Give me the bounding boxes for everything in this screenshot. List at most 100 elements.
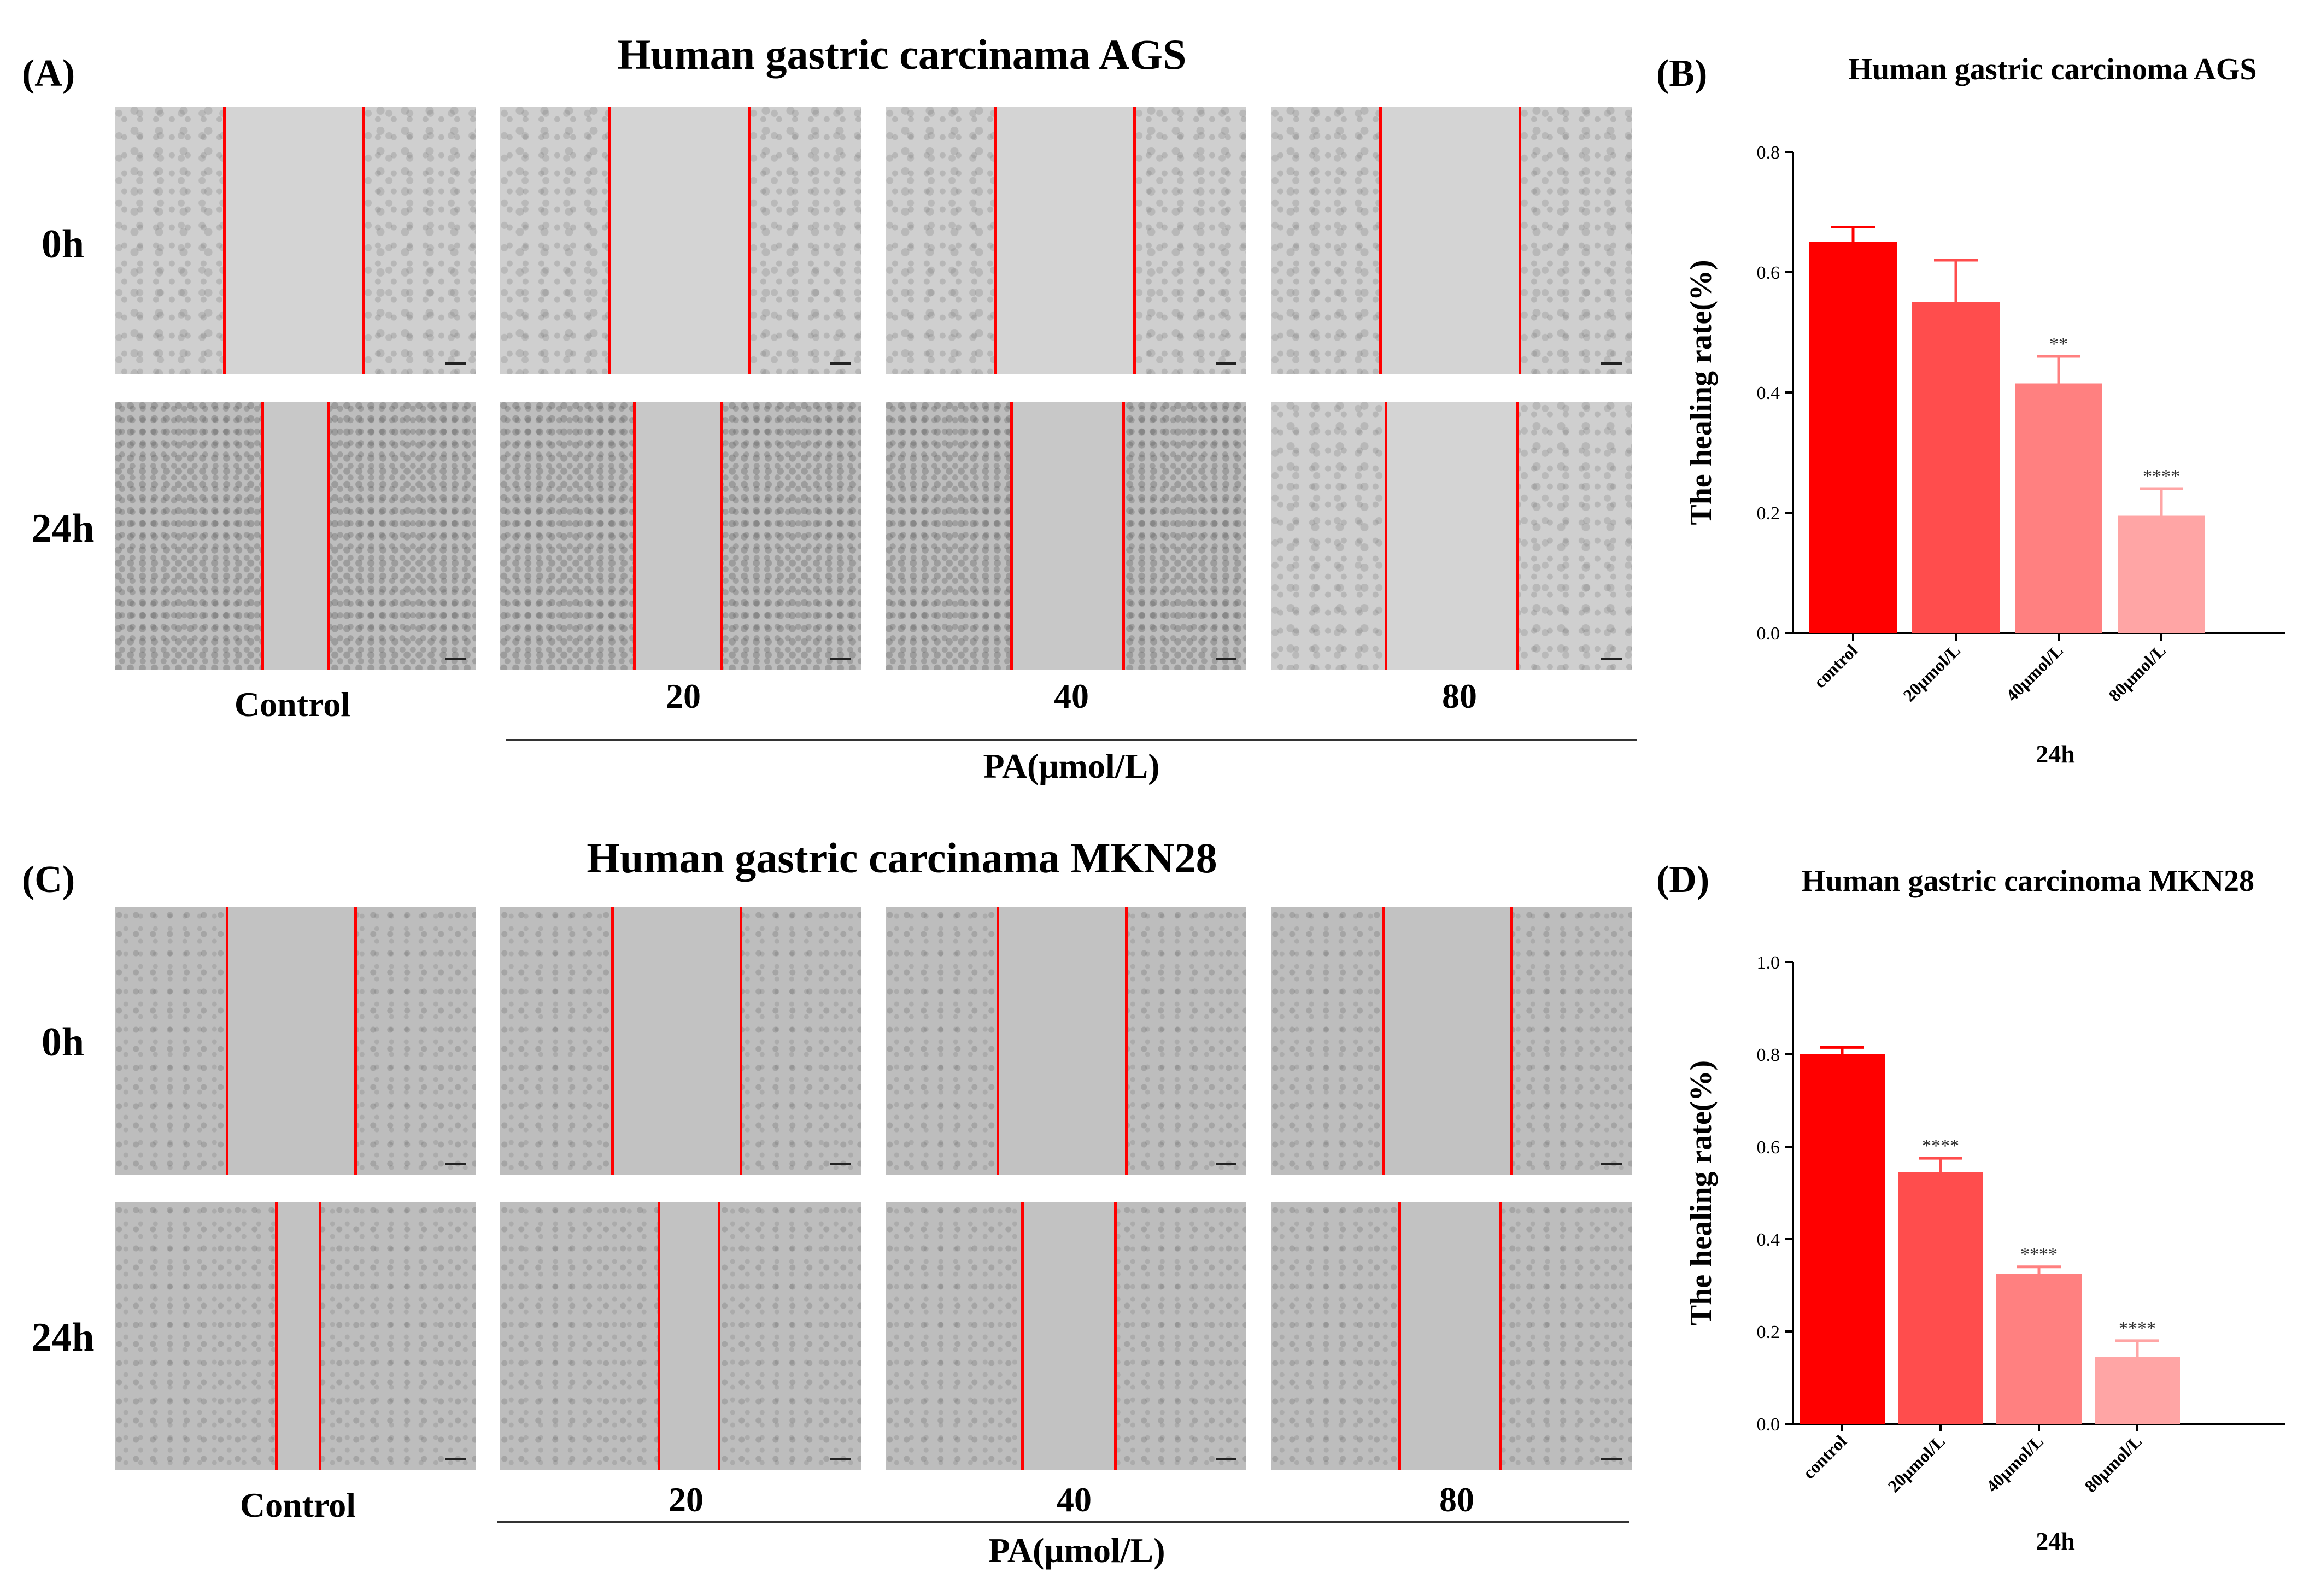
scale-bar (830, 1458, 851, 1460)
scratch-edge-line (1385, 402, 1387, 670)
scale-bar (445, 658, 466, 660)
x-tick-label: 40μmol/L (2002, 640, 2067, 705)
scratch-gap (276, 1202, 320, 1470)
ags-micrograph-2 (886, 107, 1246, 374)
scratch-edge-line (994, 107, 997, 374)
x-axis-label: 24h (2036, 1527, 2075, 1555)
y-tick-label: 0.8 (1757, 1045, 1780, 1065)
mkn28-micrograph-7 (1271, 1202, 1632, 1470)
scratch-gap (224, 107, 364, 374)
x-axis-label: 24h (2036, 740, 2075, 768)
scratch-edge-line (718, 1202, 720, 1470)
significance-2: ** (2049, 334, 2068, 354)
bar-1 (1898, 1172, 1983, 1424)
panel-a-title: Human gastric carcinama AGS (617, 31, 1187, 78)
scratch-edge-line (740, 907, 742, 1175)
scratch-gap (998, 907, 1126, 1175)
panel-c-col-control: Control (239, 1486, 356, 1524)
scale-bar (1216, 1458, 1236, 1460)
y-tick-label: 0.2 (1757, 1322, 1780, 1342)
scale-bar (445, 1163, 466, 1165)
scratch-edge-line (1114, 1202, 1117, 1470)
scratch-edge-line (1398, 1202, 1401, 1470)
x-tick-label: 20μmol/L (1899, 640, 1964, 705)
panel-c-col-20: 20 (669, 1480, 704, 1519)
scratch-gap (1380, 107, 1520, 374)
scratch-gap (612, 907, 741, 1175)
panel-c-pa-label: PA(μmol/L) (988, 1531, 1165, 1570)
scratch-edge-line (319, 1202, 321, 1470)
scale-bar (830, 362, 851, 365)
panel-c-letter: (C) (22, 859, 75, 901)
x-tick-label: 80μmol/L (2080, 1431, 2146, 1496)
panel-b-letter: (B) (1656, 52, 1708, 95)
chart-b-title: Human gastric carcinoma AGS (1848, 52, 2257, 86)
panel-a-col-20: 20 (666, 677, 701, 715)
ags-micrograph-7 (1271, 402, 1632, 670)
panel-c-row-24h: 24h (31, 1315, 95, 1360)
chart-d: 0.0 0.2 0.4 0.6 0.8 1.0 The healing rate(%) con… (1684, 953, 2285, 1555)
scratch-gap (1022, 1202, 1115, 1470)
scratch-edge-line (633, 402, 636, 670)
significance-2: **** (2020, 1245, 2058, 1265)
y-tick-label: 0.6 (1757, 263, 1780, 283)
panel-a-row-24h: 24h (31, 506, 95, 551)
scratch-edge-line (748, 107, 751, 374)
scratch-edge-line (362, 107, 365, 374)
significance-3: **** (2119, 1318, 2156, 1339)
scratch-edge-line (1010, 402, 1013, 670)
scale-bar (445, 1458, 466, 1460)
bar-1 (1912, 302, 2000, 633)
scale-bar (1601, 1163, 1622, 1165)
scratch-edge-line (354, 907, 357, 1175)
scratch-edge-line (1510, 907, 1513, 1175)
ags-micrograph-6 (886, 402, 1246, 670)
scale-bar (830, 658, 851, 660)
bar-3 (2095, 1357, 2180, 1424)
scratch-edge-line (226, 907, 228, 1175)
scratch-edge-line (1379, 107, 1382, 374)
scale-bar (445, 362, 466, 365)
mkn28-micrograph-5 (500, 1202, 861, 1470)
scratch-edge-line (261, 402, 264, 670)
mkn28-micrograph-4 (115, 1202, 476, 1470)
x-tick-label: 40μmol/L (1982, 1431, 2047, 1496)
panel-a-col-40: 40 (1054, 677, 1089, 715)
scratch-edge-line (720, 402, 723, 670)
panel-d-letter: (D) (1656, 859, 1710, 901)
scratch-edge-line (1021, 1202, 1024, 1470)
panel-c-title: Human gastric carcinama MKN28 (587, 834, 1217, 882)
scratch-edge-line (658, 1202, 660, 1470)
panel-c-pa-rule (497, 1521, 1629, 1523)
scale-bar (1601, 658, 1622, 660)
scratch-edge-line (275, 1202, 278, 1470)
bar-2 (1996, 1274, 2082, 1424)
ags-micrograph-3 (1271, 107, 1632, 374)
y-tick-label: 0.6 (1757, 1137, 1780, 1158)
panel-a-pa-label: PA(μmol/L) (983, 747, 1160, 785)
panel-a-col-control: Control (234, 685, 351, 724)
panel-a-row-0h: 0h (41, 222, 85, 267)
scratch-gap (609, 107, 749, 374)
mkn28-micrograph-0 (115, 907, 476, 1175)
chart-d-title: Human gastric carcinoma MKN28 (1802, 864, 2254, 898)
ags-micrograph-4 (115, 402, 476, 670)
bar-0 (1809, 242, 1897, 633)
y-tick-label: 0.4 (1757, 1230, 1780, 1250)
panel-c-col-80: 80 (1439, 1480, 1474, 1519)
y-axis-label: The healing rate(%) (1684, 260, 1718, 525)
mkn28-micrograph-6 (886, 1202, 1246, 1470)
scratch-edge-line (223, 107, 226, 374)
x-tick-label: control (1799, 1431, 1850, 1482)
y-tick-label: 0.2 (1757, 503, 1780, 524)
y-tick-label: 0.0 (1757, 624, 1780, 644)
y-tick-label: 1.0 (1757, 953, 1780, 973)
x-tick-label: 80μmol/L (2105, 640, 2170, 705)
scratch-gap (634, 402, 722, 670)
mkn28-micrograph-3 (1271, 907, 1632, 1175)
scratch-edge-line (1382, 907, 1385, 1175)
chart-b: 0.0 0.2 0.4 0.6 0.8 The healing rate(%) contro… (1684, 143, 2285, 768)
scratch-edge-line (997, 907, 999, 1175)
scratch-gap (1399, 1202, 1501, 1470)
panel-a-col-80: 80 (1442, 677, 1477, 715)
